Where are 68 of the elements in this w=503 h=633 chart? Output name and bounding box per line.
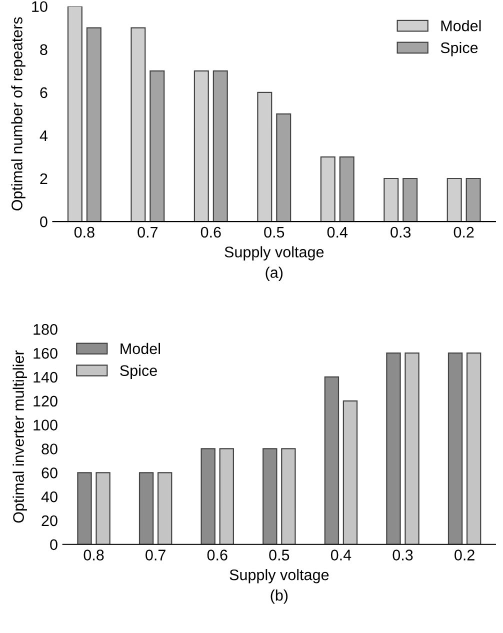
bar [324, 376, 340, 544]
bar [67, 6, 82, 222]
bar [384, 178, 399, 222]
bar [200, 448, 216, 544]
bar [448, 352, 463, 544]
x-tick-label: 0.8 [84, 550, 104, 560]
x-tick-label: 0.2 [454, 226, 474, 238]
bar [138, 472, 154, 544]
bar [404, 352, 420, 544]
bar [466, 178, 481, 222]
y-tick-label: 0 [40, 216, 48, 228]
x-tick-label: 0.4 [327, 226, 348, 238]
text: (b) [270, 590, 288, 604]
bar [386, 352, 401, 544]
legend-label: Model [441, 20, 481, 32]
bar [157, 472, 172, 544]
bar [262, 448, 278, 544]
y-tick-label: 160 [34, 348, 58, 359]
bar [342, 400, 358, 544]
bar [339, 156, 354, 222]
bar [257, 92, 272, 222]
x-tick-label: 0.4 [330, 550, 352, 560]
bar [130, 27, 146, 222]
y-tick-label: 4 [40, 130, 48, 141]
bar [281, 448, 296, 544]
x-tick-label: 0.3 [392, 550, 413, 560]
y-tick-label: 0 [50, 539, 58, 550]
y-tick-label: 180 [34, 324, 58, 335]
y-tick-label: 60 [42, 468, 58, 478]
bar [446, 178, 462, 222]
bar [276, 113, 292, 222]
y-tick-label: 40 [41, 491, 58, 502]
y-tick-label: 120 [34, 396, 58, 407]
y-tick-label: 140 [34, 372, 58, 383]
y-tick-label: 100 [34, 420, 58, 430]
bar [320, 156, 336, 222]
y-axis-title: Optimal number of repeaters [11, 17, 26, 210]
bar [466, 352, 482, 544]
y-axis-title: Optimal inverter multiplier [12, 350, 27, 523]
legend-label: Spice [440, 42, 478, 56]
legend-label: Model [120, 342, 160, 354]
bar [77, 472, 92, 544]
bar [219, 448, 234, 544]
x-tick-label: 0.5 [269, 550, 290, 560]
x-tick-label: 0.3 [390, 226, 411, 238]
x-tick-label: 0.2 [454, 550, 474, 560]
y-tick-label: 10 [32, 1, 48, 12]
y-tick-label: 20 [42, 515, 58, 526]
x-tick-label: 0.6 [207, 550, 228, 560]
x-tick-label: 0.8 [74, 226, 94, 238]
bar [86, 27, 102, 222]
x-tick-label: 0.6 [200, 226, 221, 238]
bar [150, 70, 165, 222]
bar [212, 70, 228, 222]
text: (a) [266, 266, 283, 281]
bar [194, 70, 209, 222]
x-axis-title: Supply voltage [224, 246, 324, 260]
bar [402, 178, 418, 222]
y-tick-label: 2 [40, 173, 48, 184]
y-tick-label: 8 [40, 44, 48, 56]
x-tick-label: 0.7 [138, 226, 158, 238]
y-tick-label: 80 [42, 444, 58, 454]
legend-label: Spice [120, 364, 157, 380]
x-tick-label: 0.7 [146, 550, 166, 560]
x-tick-label: 0.5 [264, 226, 284, 238]
y-tick-label: 6 [40, 87, 48, 98]
x-axis-title: Supply voltage [230, 569, 329, 584]
bar [96, 472, 110, 544]
